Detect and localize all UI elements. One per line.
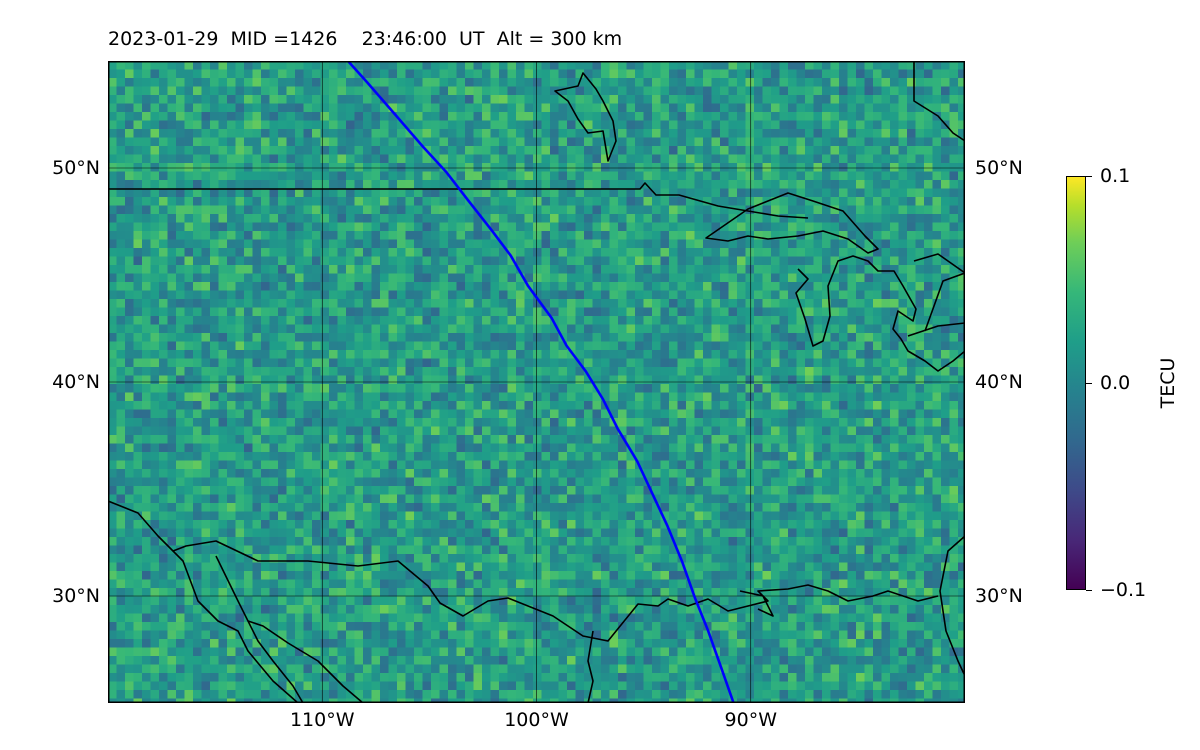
gulf-mexico-coast	[587, 630, 594, 703]
colorbar-tick-label: 0.0	[1100, 372, 1131, 394]
tec-field	[108, 61, 965, 703]
coastlines	[108, 61, 965, 703]
lat-left-label: 30°N	[52, 585, 100, 607]
colorbar-tick	[1086, 383, 1092, 384]
lat-left-label: 40°N	[52, 371, 100, 393]
lat-right-label: 40°N	[975, 371, 1023, 393]
baja-coast	[172, 550, 299, 703]
colorbar-tick	[1086, 176, 1092, 177]
lake-erie-coast	[907, 322, 965, 337]
florida-coast	[939, 535, 965, 677]
baja-inner-coast	[215, 555, 304, 703]
lake-michigan-coast	[795, 255, 965, 372]
lon-label: 110°W	[289, 709, 355, 731]
colorbar	[1066, 176, 1086, 590]
map-frame	[108, 61, 965, 703]
colorbar-label: TECU	[1157, 357, 1179, 409]
gulf-coast	[108, 500, 939, 642]
lon-label: 90°W	[724, 709, 777, 731]
tec-map	[108, 61, 965, 703]
lake-winnipeg-coast	[554, 72, 617, 162]
lat-right-label: 30°N	[975, 585, 1023, 607]
great-lakes-coast	[705, 192, 879, 254]
colorbar-tick	[1086, 590, 1092, 591]
satellite-track	[347, 61, 735, 703]
lon-label: 100°W	[504, 709, 569, 731]
colorbar-tick-label: −0.1	[1100, 579, 1147, 601]
us-canada-border	[108, 182, 809, 219]
map-title: 2023-01-29 MID =1426 23:46:00 UT Alt = 3…	[108, 28, 623, 50]
lake-huron-coast	[924, 272, 965, 332]
lat-left-label: 50°N	[52, 157, 100, 179]
colorbar-tick-label: 0.1	[1100, 165, 1131, 187]
graticule	[108, 61, 965, 703]
map-border	[108, 61, 965, 703]
ontario-coast	[913, 253, 965, 274]
mississippi-delta	[739, 590, 774, 617]
yucatan-coast	[247, 620, 364, 703]
hudson-bay-coast	[913, 61, 965, 142]
lat-right-label: 50°N	[975, 157, 1023, 179]
